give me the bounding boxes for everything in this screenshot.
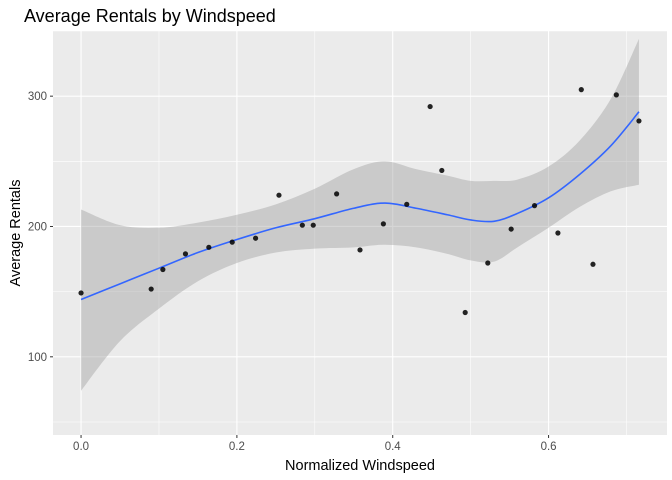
x-tick-label: 0.2 [229, 441, 245, 453]
x-tick-label: 0.6 [541, 441, 557, 453]
x-tick-label: 0.0 [73, 441, 89, 453]
confidence-band [81, 38, 639, 391]
major-grid [53, 31, 667, 435]
data-point [613, 92, 619, 98]
data-point [555, 230, 561, 236]
minor-grid [53, 30, 667, 435]
y-tick-label: 200 [28, 221, 47, 233]
smooth-line [80, 111, 640, 301]
data-point [636, 118, 642, 124]
plot-panel [53, 31, 667, 435]
data-point [590, 261, 596, 267]
data-point [485, 260, 491, 266]
data-point [439, 167, 445, 174]
data-point [531, 203, 538, 209]
data-point [206, 244, 212, 250]
data-point [299, 222, 305, 228]
data-point [427, 103, 433, 110]
data-point [462, 309, 468, 316]
data-point [148, 286, 154, 292]
y-tick-label: 300 [28, 91, 47, 103]
data-point [276, 192, 282, 198]
data-point [357, 247, 363, 253]
y-axis-ticks: 100 200 300 [28, 91, 53, 364]
data-point [380, 221, 386, 227]
data-point [78, 290, 84, 296]
data-point [578, 87, 584, 93]
data-points [78, 87, 642, 316]
y-axis-title: Average Rentals [8, 180, 24, 287]
data-point [229, 239, 235, 245]
data-point [252, 235, 259, 241]
data-point [160, 266, 166, 273]
data-point [334, 191, 340, 197]
data-point [182, 251, 189, 257]
data-point [404, 201, 410, 207]
x-tick-label: 0.4 [385, 441, 402, 453]
x-axis-title: Normalized Windspeed [285, 458, 435, 474]
data-point [508, 226, 514, 232]
data-point [310, 222, 316, 228]
chart-title: Average Rentals by Windspeed [24, 6, 276, 26]
x-axis-ticks: 0.0 0.2 0.4 0.6 [73, 435, 557, 453]
y-tick-label: 100 [28, 352, 47, 364]
